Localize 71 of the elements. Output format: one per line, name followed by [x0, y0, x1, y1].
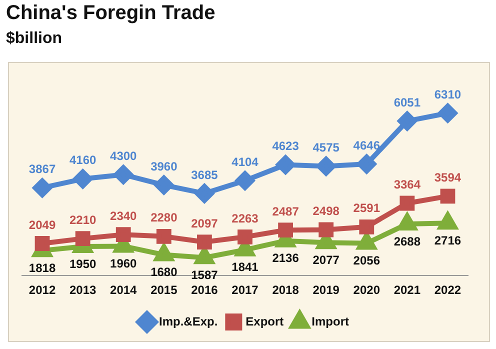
data-label: 1680: [150, 265, 178, 280]
data-label: 4160: [69, 153, 96, 168]
data-label: 2210: [69, 212, 96, 227]
data-label: 4300: [110, 148, 138, 163]
data-label: 2591: [353, 201, 380, 216]
data-label: 1818: [28, 260, 56, 275]
data-label: 2688: [394, 234, 421, 248]
x-tick-label: 2013: [69, 283, 96, 298]
data-label: 2077: [312, 252, 340, 267]
data-label: 4646: [353, 138, 380, 152]
point: [440, 188, 456, 204]
point: [276, 155, 296, 174]
legend-label: Export: [246, 314, 284, 328]
data-label: 6051: [394, 95, 421, 110]
x-tick-label: 2022: [434, 283, 462, 298]
data-label: 4575: [312, 140, 340, 155]
data-label: 1960: [110, 256, 138, 271]
data-label: 2049: [28, 218, 56, 232]
point: [116, 227, 131, 242]
point: [75, 231, 90, 246]
data-label: 2487: [272, 204, 300, 218]
point: [114, 165, 133, 184]
data-label: 2498: [312, 204, 340, 218]
data-label: 3594: [434, 170, 462, 185]
point: [236, 171, 254, 190]
point: [156, 228, 172, 244]
data-label: 4623: [272, 139, 300, 154]
data-label: 1950: [69, 256, 96, 271]
point: [32, 178, 52, 198]
point: [357, 154, 376, 174]
chart-title: China's Foregin Trade: [6, 2, 216, 25]
data-label: 2097: [191, 216, 218, 230]
x-tick-label: 2020: [353, 283, 380, 298]
point: [316, 156, 336, 176]
point: [154, 176, 174, 195]
data-label: 2716: [434, 233, 462, 248]
x-tick-label: 2012: [28, 283, 56, 298]
x-tick-label: 2017: [232, 283, 259, 298]
data-label: 4104: [232, 154, 259, 169]
data-label: 1587: [191, 268, 218, 282]
point: [34, 236, 50, 251]
data-label: 3685: [191, 168, 218, 182]
point: [318, 222, 334, 238]
chart-subtitle: $billion: [6, 30, 62, 48]
data-label: 2280: [150, 210, 178, 225]
x-tick-label: 2014: [110, 283, 138, 298]
data-label: 2263: [232, 211, 259, 226]
data-label: 3960: [150, 159, 178, 174]
point: [400, 196, 415, 211]
point: [238, 230, 252, 244]
point: [197, 234, 212, 250]
data-label: 2136: [272, 251, 300, 266]
data-label: 2340: [110, 208, 138, 223]
data-label: 6310: [434, 87, 462, 102]
point: [278, 222, 293, 238]
point: [359, 219, 374, 234]
x-tick-label: 2015: [150, 283, 178, 298]
data-label: 1841: [232, 260, 259, 274]
legend-label: Import: [312, 314, 350, 328]
data-label: 2056: [353, 254, 380, 268]
x-tick-label: 2021: [394, 283, 421, 298]
point: [438, 104, 458, 123]
data-label: 3364: [394, 178, 421, 192]
x-tick-label: 2018: [272, 283, 300, 298]
data-label: 3867: [28, 162, 56, 176]
point: [194, 184, 214, 203]
point: [73, 169, 92, 188]
point: [398, 112, 417, 131]
legend-label: Imp.&Exp.: [158, 314, 218, 328]
x-tick-label: 2019: [312, 283, 340, 298]
x-tick-label: 2016: [191, 283, 218, 298]
